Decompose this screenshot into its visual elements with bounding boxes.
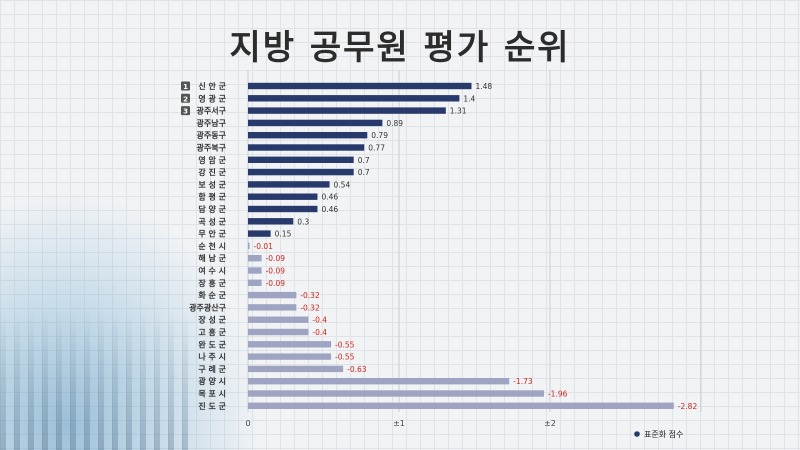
bar <box>248 255 262 262</box>
value-label: -0.55 <box>335 353 355 362</box>
value-label: 0.7 <box>358 168 370 177</box>
category-label: 순 천 시 <box>198 241 226 251</box>
bar <box>248 402 674 409</box>
category-label: 영 광 군 <box>198 93 226 103</box>
category-label: 강 진 군 <box>198 167 226 177</box>
bar <box>248 95 460 102</box>
bar-layer <box>248 82 674 409</box>
bar <box>248 193 318 200</box>
bar <box>248 365 344 373</box>
category-label: 광 양 시 <box>198 376 226 386</box>
category-label: 화 순 군 <box>198 290 226 300</box>
bar <box>248 181 330 188</box>
value-label: -0.09 <box>266 267 286 276</box>
category-label: 보 성 군 <box>198 179 226 189</box>
value-label: -0.32 <box>300 303 320 312</box>
category-label: 함 평 군 <box>198 192 226 202</box>
rank-badge <box>181 93 190 103</box>
category-label: 구 례 군 <box>198 364 226 374</box>
category-label: 곡 성 군 <box>198 216 226 226</box>
chart-title: 지방 공무원 평가 순위 <box>229 28 571 68</box>
category-label: 여 수 시 <box>198 266 226 276</box>
value-label: -2.82 <box>678 402 698 411</box>
rank-badge <box>181 106 190 116</box>
rank-badge-number: 2 <box>183 95 188 103</box>
bar <box>248 242 250 250</box>
rank-badge-number: 1 <box>183 83 188 91</box>
category-label: 장 성 군 <box>198 315 226 325</box>
value-label: -0.63 <box>347 365 367 374</box>
bar <box>248 218 294 225</box>
value-label: -0.09 <box>266 254 286 263</box>
category-label: 담 양 군 <box>198 204 226 214</box>
bar <box>248 267 262 274</box>
category-label: 신 안 군 <box>198 81 226 91</box>
x-tick-label: ±2 <box>544 419 556 428</box>
value-label: 0.77 <box>368 144 385 153</box>
bar <box>248 291 297 299</box>
rank-badge-number: 3 <box>183 108 188 116</box>
value-label: -0.55 <box>335 340 355 349</box>
bar <box>248 279 262 286</box>
bar <box>248 156 354 163</box>
x-tick-label: ±1 <box>393 419 405 428</box>
legend-marker <box>634 431 640 437</box>
bar <box>248 82 472 90</box>
value-label: 1.31 <box>450 107 467 116</box>
bar <box>248 353 332 360</box>
value-label: 0.46 <box>321 193 338 202</box>
category-label: 무 안 군 <box>198 229 226 239</box>
category-label: 광주광산구 <box>189 302 226 312</box>
category-label: 고 흥 군 <box>198 327 226 337</box>
bar <box>248 132 368 139</box>
tick-label-layer: 0 ±1 ±2 <box>245 419 555 428</box>
value-label: 0.46 <box>321 205 338 214</box>
bar <box>248 341 332 348</box>
bar <box>248 168 354 176</box>
value-label: -0.4 <box>312 328 327 337</box>
value-label: 0.89 <box>386 119 403 128</box>
value-label: 1.48 <box>475 82 492 91</box>
legend: 표준화 점수 <box>634 429 683 439</box>
value-label: 0.15 <box>275 230 292 239</box>
value-label: -1.73 <box>513 377 533 386</box>
rank-badge <box>181 81 190 91</box>
category-label: 광주남구 <box>197 118 227 128</box>
category-label: 완 도 군 <box>198 339 226 349</box>
value-label: 0.54 <box>334 180 351 189</box>
category-label: 광주북구 <box>197 143 227 153</box>
value-label: -0.09 <box>266 279 286 288</box>
bar <box>248 107 446 114</box>
value-label: -1.96 <box>548 390 568 399</box>
category-label: 광주동구 <box>197 130 227 140</box>
value-label: 0.3 <box>297 217 309 226</box>
bar <box>248 328 309 336</box>
value-label: 0.79 <box>371 131 388 140</box>
category-label: 장 흥 군 <box>198 278 226 288</box>
bar <box>248 378 510 385</box>
bar <box>248 390 544 397</box>
bar <box>248 119 383 127</box>
bar <box>248 230 271 237</box>
x-tick-label: 0 <box>245 419 250 428</box>
value-label-layer: 1.481.4 1.31 0.89 0.79 0.77 0.7 0.7 0.54 0.46 0.4… <box>254 82 698 411</box>
bar <box>248 316 309 323</box>
value-label: -0.4 <box>312 316 327 325</box>
value-label: -0.01 <box>254 242 274 251</box>
category-label: 광주서구 <box>197 106 227 116</box>
bar <box>248 304 297 311</box>
legend-label: 표준화 점수 <box>644 429 683 439</box>
category-label: 해 남 군 <box>198 253 226 263</box>
bar <box>248 205 318 213</box>
category-label: 진 도 군 <box>198 401 226 411</box>
category-label: 나 주 시 <box>198 352 226 362</box>
category-label: 영 암 군 <box>198 155 226 165</box>
value-label: 0.7 <box>358 156 370 165</box>
bar <box>248 144 365 151</box>
category-label: 목 포 시 <box>198 390 226 399</box>
value-label: 1.4 <box>463 94 475 103</box>
value-label: -0.32 <box>300 291 320 300</box>
